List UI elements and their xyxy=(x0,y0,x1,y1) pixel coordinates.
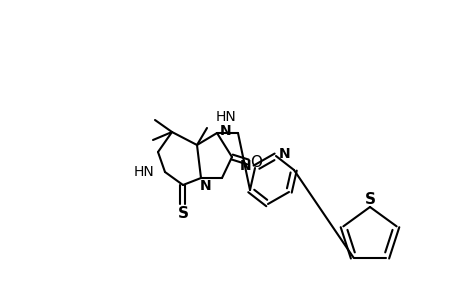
Text: N: N xyxy=(240,159,251,173)
Text: N: N xyxy=(279,147,290,161)
Text: N: N xyxy=(220,124,231,138)
Text: HN: HN xyxy=(215,110,235,124)
Text: HN: HN xyxy=(133,165,154,179)
Text: S: S xyxy=(364,193,375,208)
Text: N: N xyxy=(200,179,211,193)
Text: S: S xyxy=(177,206,188,220)
Text: O: O xyxy=(249,154,262,169)
